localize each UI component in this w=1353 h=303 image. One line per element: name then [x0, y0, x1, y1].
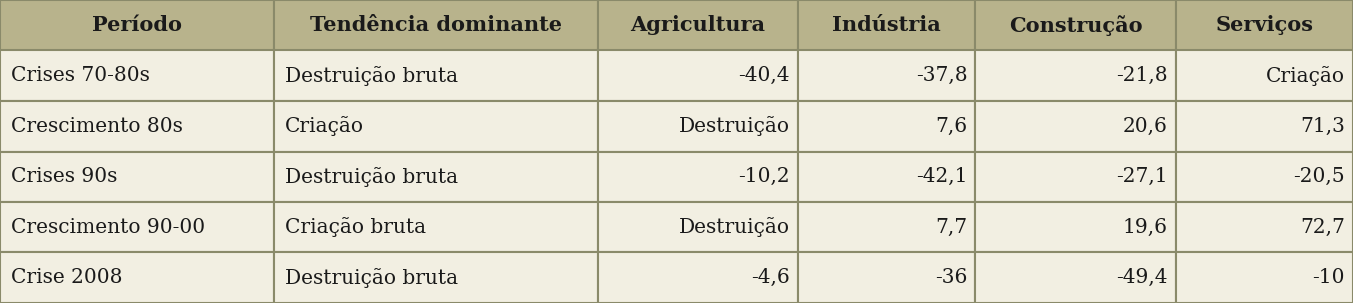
- Bar: [1176, 51, 1353, 101]
- Bar: [976, 152, 1176, 202]
- Text: Agricultura: Agricultura: [630, 15, 766, 35]
- Text: Criação: Criação: [285, 116, 364, 136]
- Text: 72,7: 72,7: [1300, 218, 1345, 237]
- Text: -36: -36: [935, 268, 967, 287]
- Text: -4,6: -4,6: [751, 268, 790, 287]
- Bar: [275, 152, 598, 202]
- Bar: [0, 0, 275, 51]
- Bar: [598, 152, 798, 202]
- Bar: [976, 51, 1176, 101]
- Bar: [0, 101, 275, 152]
- Bar: [798, 152, 976, 202]
- Text: 7,7: 7,7: [935, 218, 967, 237]
- Text: Tendência dominante: Tendência dominante: [310, 15, 561, 35]
- Bar: [798, 101, 976, 152]
- Text: Crises 90s: Crises 90s: [11, 167, 118, 186]
- Bar: [275, 101, 598, 152]
- Bar: [1176, 252, 1353, 303]
- Text: 71,3: 71,3: [1300, 117, 1345, 136]
- Bar: [976, 0, 1176, 51]
- Text: -10: -10: [1312, 268, 1345, 287]
- Bar: [598, 0, 798, 51]
- Text: -10,2: -10,2: [739, 167, 790, 186]
- Bar: [598, 202, 798, 252]
- Text: -49,4: -49,4: [1116, 268, 1168, 287]
- Text: 7,6: 7,6: [935, 117, 967, 136]
- Text: Período: Período: [92, 15, 183, 35]
- Text: Destruição bruta: Destruição bruta: [285, 167, 459, 187]
- Bar: [275, 0, 598, 51]
- Text: -40,4: -40,4: [739, 66, 790, 85]
- Bar: [0, 202, 275, 252]
- Bar: [1176, 202, 1353, 252]
- Text: Destruição: Destruição: [679, 116, 790, 136]
- Text: Criação bruta: Criação bruta: [285, 217, 426, 237]
- Text: -20,5: -20,5: [1293, 167, 1345, 186]
- Text: Criação: Criação: [1266, 66, 1345, 86]
- Text: -21,8: -21,8: [1116, 66, 1168, 85]
- Text: Destruição: Destruição: [679, 217, 790, 237]
- Bar: [1176, 152, 1353, 202]
- Text: -42,1: -42,1: [916, 167, 967, 186]
- Bar: [598, 101, 798, 152]
- Text: Crescimento 90-00: Crescimento 90-00: [11, 218, 204, 237]
- Bar: [976, 202, 1176, 252]
- Bar: [0, 51, 275, 101]
- Text: Indústria: Indústria: [832, 15, 942, 35]
- Bar: [798, 0, 976, 51]
- Text: Crescimento 80s: Crescimento 80s: [11, 117, 183, 136]
- Text: Crise 2008: Crise 2008: [11, 268, 122, 287]
- Bar: [275, 51, 598, 101]
- Text: 19,6: 19,6: [1123, 218, 1168, 237]
- Text: Serviços: Serviços: [1215, 15, 1314, 35]
- Bar: [798, 252, 976, 303]
- Bar: [275, 252, 598, 303]
- Bar: [598, 252, 798, 303]
- Bar: [976, 101, 1176, 152]
- Bar: [0, 252, 275, 303]
- Bar: [0, 152, 275, 202]
- Text: -27,1: -27,1: [1116, 167, 1168, 186]
- Bar: [275, 202, 598, 252]
- Bar: [976, 252, 1176, 303]
- Text: Crises 70-80s: Crises 70-80s: [11, 66, 150, 85]
- Bar: [1176, 0, 1353, 51]
- Bar: [798, 51, 976, 101]
- Text: -37,8: -37,8: [916, 66, 967, 85]
- Text: Destruição bruta: Destruição bruta: [285, 66, 459, 86]
- Bar: [598, 51, 798, 101]
- Text: Destruição bruta: Destruição bruta: [285, 268, 459, 288]
- Text: 20,6: 20,6: [1123, 117, 1168, 136]
- Bar: [798, 202, 976, 252]
- Text: Construção: Construção: [1009, 15, 1142, 36]
- Bar: [1176, 101, 1353, 152]
